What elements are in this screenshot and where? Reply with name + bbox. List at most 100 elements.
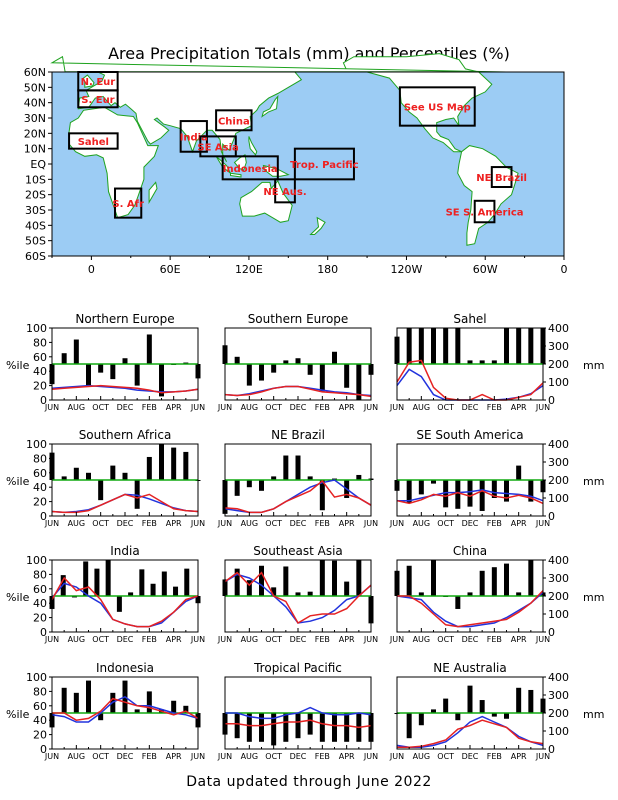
percentile-bar — [455, 480, 461, 509]
month-label: DEC — [117, 635, 134, 644]
percentile-bar — [86, 472, 91, 480]
percentile-bar — [479, 360, 485, 364]
month-label: FEB — [487, 519, 502, 528]
percentile-bar — [271, 587, 277, 596]
percentile-bar — [516, 687, 522, 713]
region-label: See US Map — [404, 103, 471, 114]
month-label: AUG — [68, 635, 86, 644]
percentile-bar — [283, 566, 289, 596]
percentile-bar — [455, 596, 461, 609]
month-label: JUN — [363, 752, 378, 761]
month-label: AUG — [241, 635, 259, 644]
month-label: OCT — [437, 403, 454, 412]
mm-tick-label: 100 — [548, 492, 569, 505]
lat-label: 20S — [25, 189, 46, 202]
percentile-bar — [94, 568, 100, 596]
britain-landmass — [82, 74, 95, 88]
percentile-bar — [356, 560, 362, 596]
percentile-bar — [271, 364, 277, 373]
percentile-bar — [307, 591, 313, 596]
month-label: APR — [339, 752, 355, 761]
mm-tick-label: 400 — [548, 671, 569, 684]
mm-tick-label: 400 — [548, 438, 569, 451]
month-label: DEC — [290, 752, 307, 761]
percentile-bar — [146, 456, 152, 480]
pct-tick-label: 60 — [33, 467, 47, 480]
percentile-bar — [455, 713, 461, 721]
month-label: DEC — [290, 403, 307, 412]
month-label: JUN — [44, 403, 59, 412]
month-label: JUN — [363, 519, 378, 528]
lon-label: 120E — [235, 263, 263, 276]
pct-tick-label: 0 — [40, 743, 47, 756]
month-label: JUN — [535, 519, 550, 528]
pct-tick-label: 40 — [33, 714, 47, 727]
pct-tick-label: 80 — [33, 452, 47, 465]
percentile-bar — [319, 480, 325, 511]
percentile-bar — [246, 580, 252, 596]
month-label: FEB — [315, 635, 330, 644]
percentile-bar — [516, 328, 522, 364]
total-line — [397, 590, 544, 628]
percentile-bar — [122, 472, 128, 480]
mm-axis-label: mm — [583, 475, 604, 488]
lon-label: 0 — [88, 263, 95, 276]
new-zealand-landmass — [309, 216, 326, 235]
pct-tick-label: 60 — [33, 700, 47, 713]
normal-line — [396, 591, 544, 628]
percentile-bar — [73, 692, 79, 713]
mm-tick-label: 200 — [548, 474, 569, 487]
mm-axis-label: mm — [583, 708, 604, 721]
percentile-bar — [528, 560, 534, 596]
month-label: JUN — [217, 752, 232, 761]
region-label: China — [218, 116, 250, 127]
percentile-bar — [443, 698, 449, 713]
lon-label: 120W — [391, 263, 423, 276]
lat-label: 40N — [24, 97, 46, 110]
total-line — [224, 571, 372, 625]
month-label: FEB — [315, 403, 330, 412]
percentile-bar — [61, 687, 67, 713]
month-label: JUN — [190, 635, 205, 644]
region-box — [274, 178, 296, 204]
panel-southeast-asia: Southeast Asia JUN AUG OCT DEC FEB APR JUN — [217, 544, 378, 644]
percentile-bar — [128, 592, 134, 596]
month-label: JUN — [535, 752, 550, 761]
mm-tick-label: 200 — [548, 358, 569, 371]
region-label: Sahel — [78, 137, 109, 148]
percentile-bar — [259, 565, 264, 596]
pct-tick-label: 40 — [33, 365, 47, 378]
region-label: SE Asia — [197, 142, 238, 153]
pct-tick-label: 40 — [33, 481, 47, 494]
percentile-bar — [159, 444, 164, 480]
percentile-bar — [83, 561, 89, 596]
percentile-bar — [319, 560, 325, 596]
month-label: JUN — [217, 403, 232, 412]
month-label: APR — [166, 752, 182, 761]
pct-axis-label: %ile — [6, 591, 30, 604]
month-label: JUN — [363, 635, 378, 644]
percentile-bar — [183, 705, 189, 713]
total-line — [396, 359, 544, 401]
month-label: APR — [339, 635, 355, 644]
month-label: DEC — [290, 519, 307, 528]
percentile-bar — [110, 364, 116, 380]
month-label: AUG — [413, 519, 431, 528]
region-box — [199, 135, 237, 158]
percentile-bar — [332, 560, 337, 596]
percentile-bar — [295, 358, 301, 364]
lon-label: 0 — [561, 263, 568, 276]
month-label: OCT — [92, 635, 109, 644]
percentile-bar — [116, 596, 122, 612]
region-box — [490, 166, 513, 188]
percentile-bar — [134, 364, 140, 386]
pct-tick-label: 0 — [40, 626, 47, 639]
month-label: OCT — [92, 752, 109, 761]
percentile-bar — [504, 713, 509, 719]
percentile-bar — [418, 328, 424, 364]
percentile-bar — [246, 364, 252, 386]
lon-label: 60E — [160, 263, 181, 276]
